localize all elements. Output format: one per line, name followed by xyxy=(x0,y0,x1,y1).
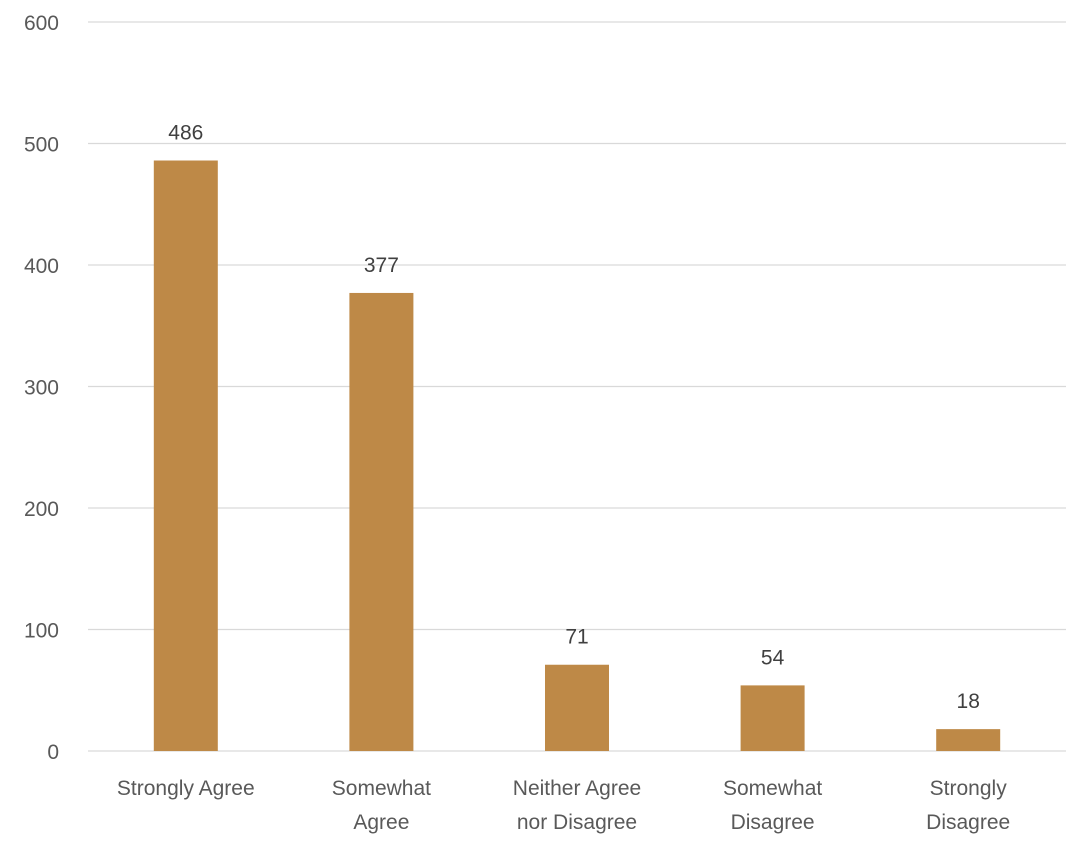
y-tick-label: 0 xyxy=(47,741,59,764)
x-tick-label: Disagree xyxy=(926,811,1010,834)
y-tick-label: 200 xyxy=(24,498,59,521)
bar xyxy=(740,685,805,751)
x-tick-label: Agree xyxy=(353,811,409,834)
y-tick-label: 100 xyxy=(24,620,59,643)
bar xyxy=(349,292,414,751)
y-tick-label: 600 xyxy=(24,12,59,35)
y-tick-label: 500 xyxy=(24,134,59,157)
data-label: 377 xyxy=(364,254,399,277)
bars xyxy=(153,160,1001,751)
x-tick-label: Neither Agree xyxy=(513,777,641,800)
y-tick-label: 300 xyxy=(24,377,59,400)
x-tick-label: Disagree xyxy=(731,811,815,834)
data-label: 486 xyxy=(168,122,203,145)
bar xyxy=(545,664,609,751)
y-tick-label: 400 xyxy=(24,255,59,278)
data-label: 54 xyxy=(761,646,785,669)
bar xyxy=(153,160,218,751)
x-tick-label: Strongly Agree xyxy=(117,777,255,800)
x-tick-label: Strongly xyxy=(930,777,1008,800)
bar xyxy=(936,729,1001,751)
x-axis-category-labels: Strongly Agree Somewhat Agree Neither Agree… xyxy=(117,777,1010,834)
data-label: 71 xyxy=(565,626,588,649)
x-tick-label: nor Disagree xyxy=(517,811,637,834)
data-label: 18 xyxy=(957,690,980,713)
data-labels: 486 377 71 54 18 xyxy=(168,122,980,714)
y-axis-tick-labels: 0 100 200 300 400 500 600 xyxy=(24,12,59,764)
x-tick-label: Somewhat xyxy=(332,777,431,800)
x-tick-label: Somewhat xyxy=(723,777,822,800)
gridlines xyxy=(88,21,1066,752)
